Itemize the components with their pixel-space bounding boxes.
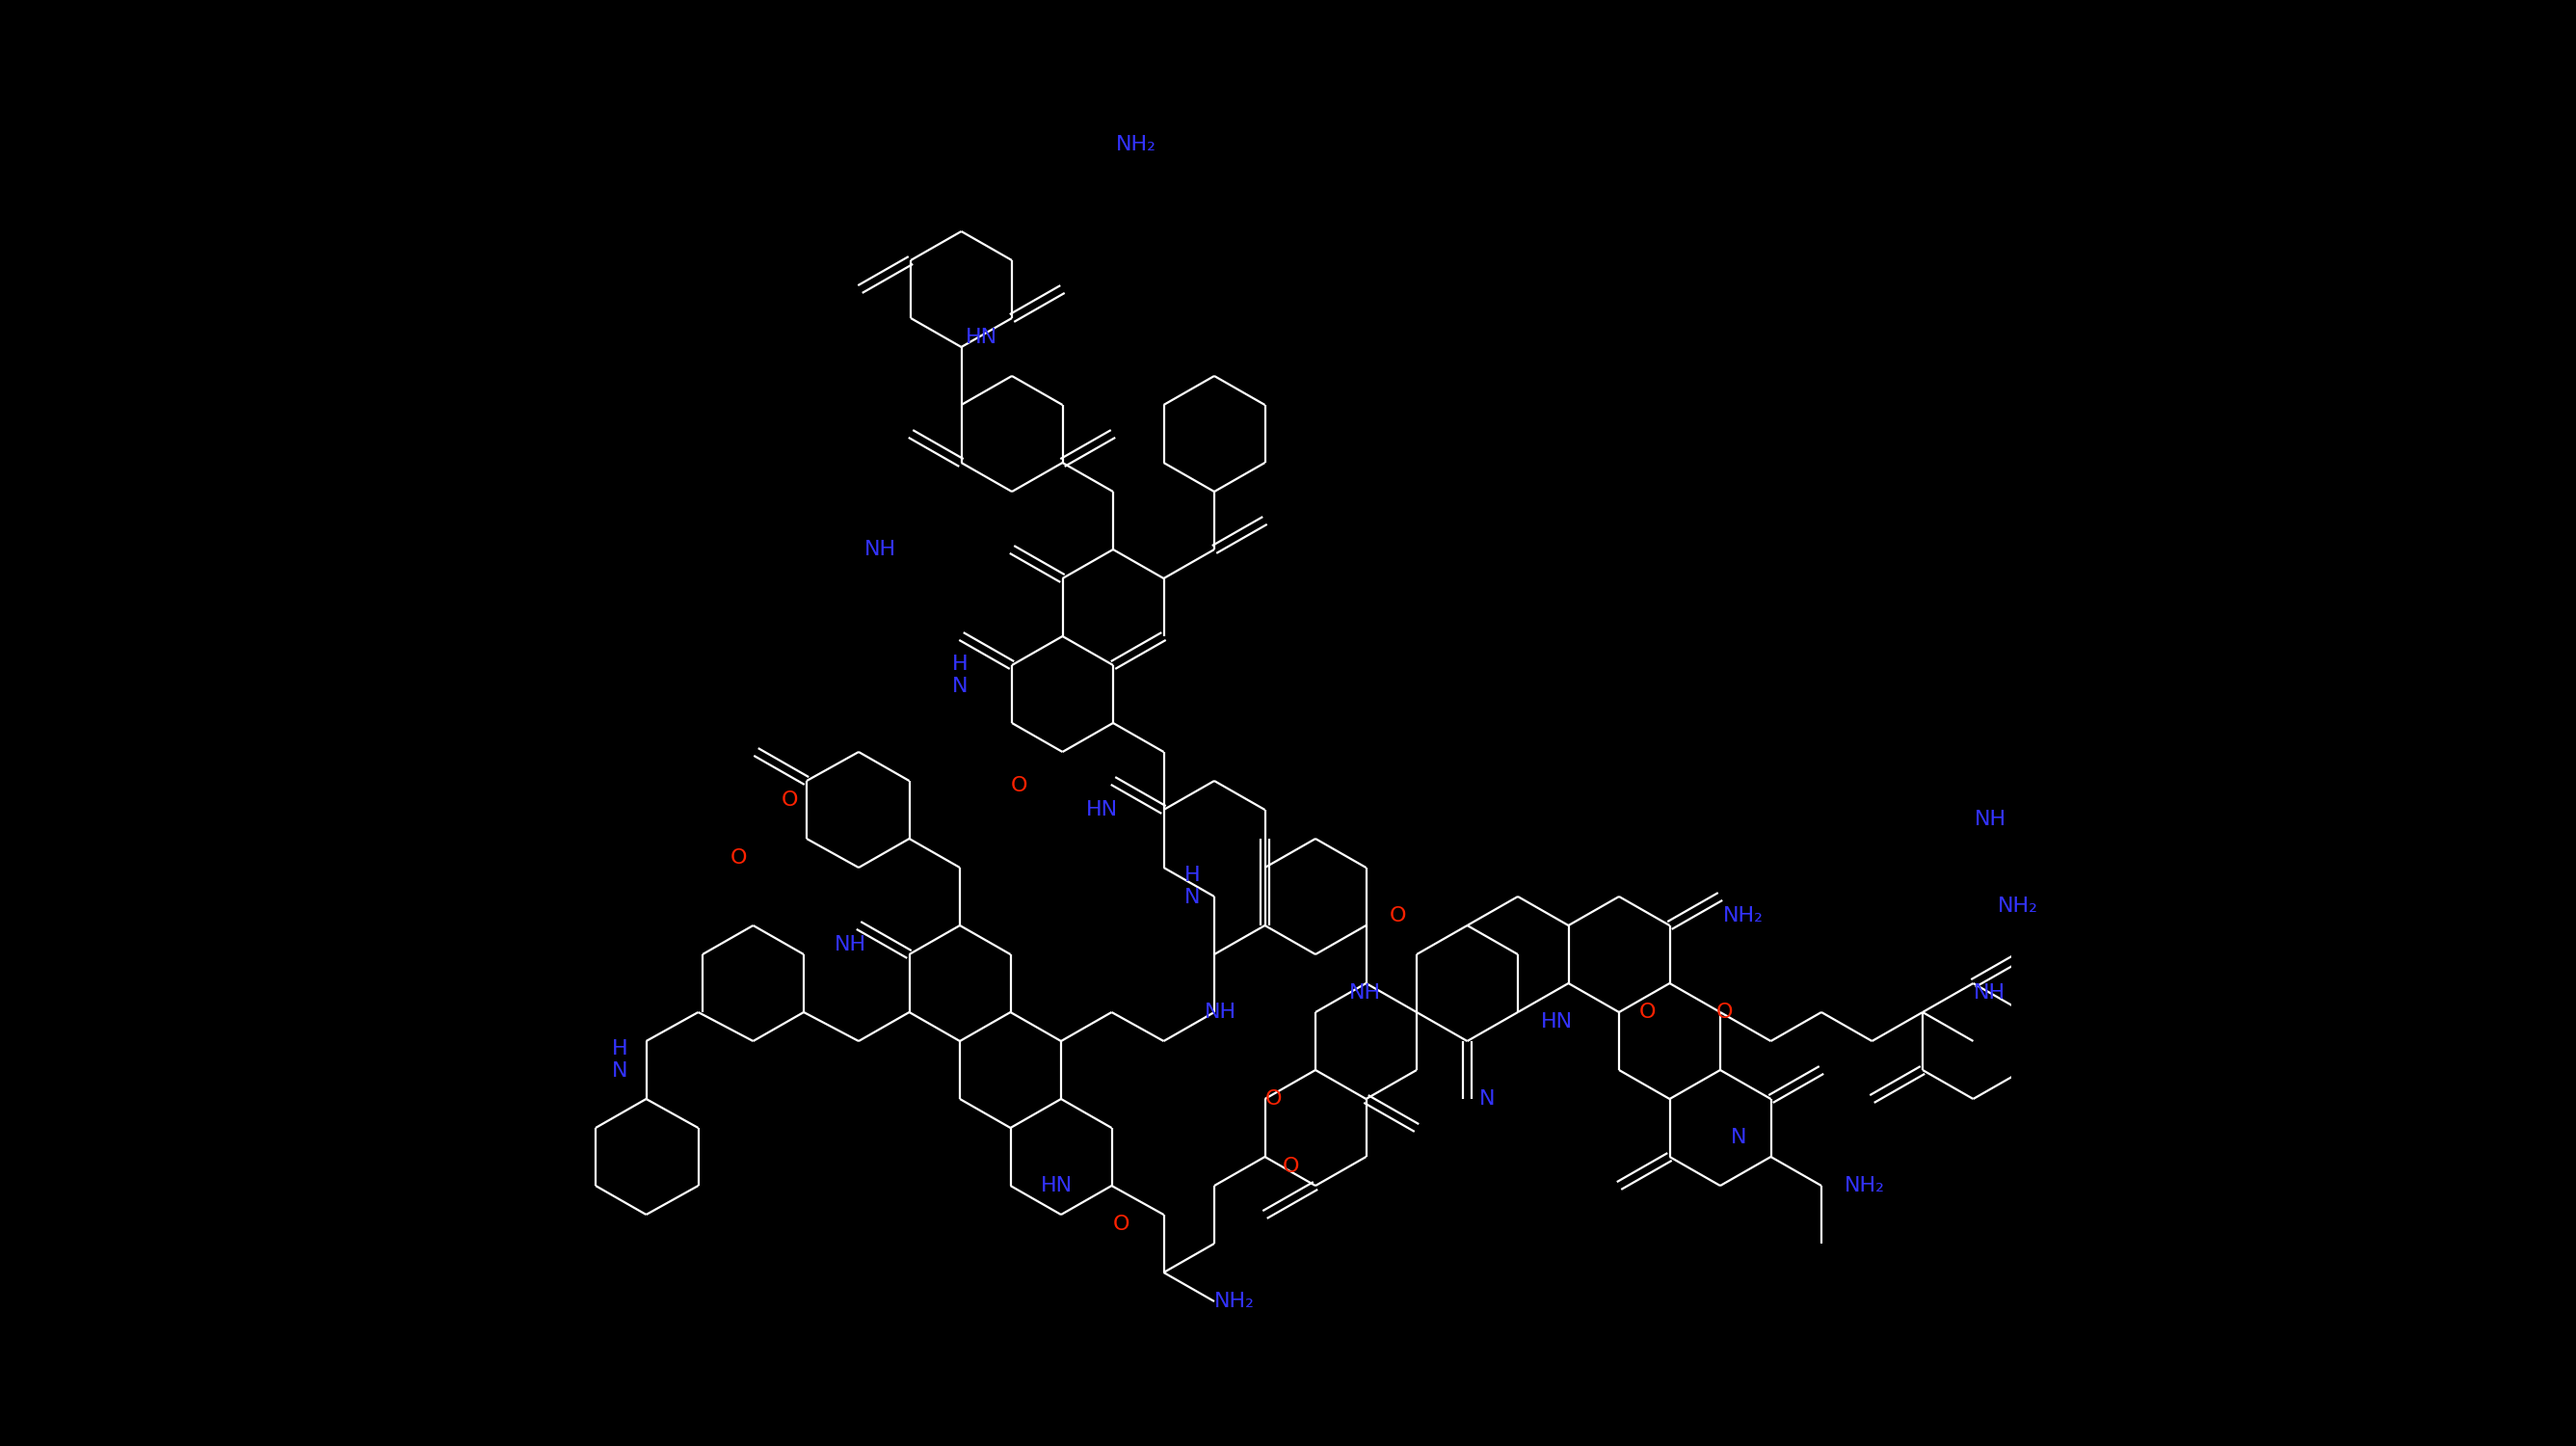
Text: NH₂: NH₂ [1115,134,1157,155]
Text: O: O [1010,775,1028,795]
Text: O: O [781,790,799,810]
Text: N: N [1479,1089,1497,1109]
Text: NH₂: NH₂ [1999,897,2038,917]
Text: NH₂: NH₂ [1213,1291,1255,1312]
Text: O: O [1283,1157,1298,1177]
Text: NH: NH [866,539,896,560]
Text: O: O [1388,905,1406,925]
Text: NH: NH [1973,983,2004,1004]
Text: NH₂: NH₂ [1723,905,1765,925]
Text: N: N [1731,1128,1747,1148]
Text: HN: HN [1084,800,1118,820]
Text: NH: NH [835,934,866,954]
Text: O: O [1265,1089,1283,1109]
Text: NH: NH [1203,1002,1236,1022]
Text: NH₂: NH₂ [1844,1176,1886,1196]
Text: HN: HN [966,327,997,347]
Text: NH: NH [1350,983,1381,1004]
Text: O: O [1638,1002,1656,1022]
Text: HN: HN [1540,1012,1574,1032]
Text: H
N: H N [1185,866,1200,907]
Text: O: O [729,847,747,868]
Text: O: O [1113,1215,1131,1235]
Text: H
N: H N [953,655,969,696]
Text: HN: HN [1041,1176,1072,1196]
Text: O: O [1716,1002,1734,1022]
Text: NH: NH [1976,810,2007,830]
Text: H
N: H N [613,1040,629,1080]
